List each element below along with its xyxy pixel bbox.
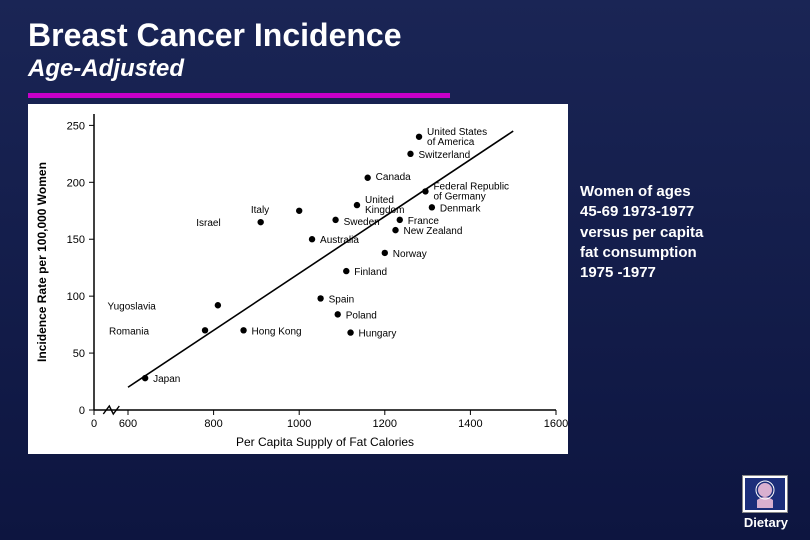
svg-text:250: 250 xyxy=(67,121,85,133)
svg-text:800: 800 xyxy=(204,418,222,430)
svg-text:France: France xyxy=(408,216,440,227)
svg-text:Poland: Poland xyxy=(346,311,377,322)
slide: Breast Cancer Incidence Age-Adjusted 0 50… xyxy=(0,0,810,540)
svg-text:Kingdom: Kingdom xyxy=(365,205,404,216)
footer: Dietary xyxy=(742,475,788,530)
svg-text:0: 0 xyxy=(79,405,85,417)
svg-text:Per Capita Supply of Fat Calor: Per Capita Supply of Fat Calories xyxy=(236,435,414,449)
svg-text:600: 600 xyxy=(119,418,137,430)
svg-text:Hong Kong: Hong Kong xyxy=(252,326,302,337)
svg-text:Italy: Italy xyxy=(251,205,269,216)
footer-label: Dietary xyxy=(742,515,788,530)
svg-text:1000: 1000 xyxy=(287,418,311,430)
content-row: 0 50 100 150 200 250 0 600 800 1000 1200 1400 1600 Pe… xyxy=(28,104,782,454)
svg-text:of Germany: of Germany xyxy=(433,192,485,203)
svg-text:Spain: Spain xyxy=(329,295,355,306)
svg-text:Japan: Japan xyxy=(153,374,180,385)
svg-text:Switzerland: Switzerland xyxy=(418,150,470,161)
svg-text:Norway: Norway xyxy=(393,249,427,260)
slide-subtitle: Age-Adjusted xyxy=(28,55,782,83)
svg-text:New Zealand: New Zealand xyxy=(404,226,463,237)
svg-text:Australia: Australia xyxy=(320,235,359,246)
scatter-chart: 0 50 100 150 200 250 0 600 800 1000 1200 1400 1600 Pe… xyxy=(28,104,568,454)
title-rule xyxy=(28,93,450,98)
svg-text:200: 200 xyxy=(67,177,85,189)
logo-icon xyxy=(742,475,788,513)
svg-text:1200: 1200 xyxy=(373,418,397,430)
svg-text:Finland: Finland xyxy=(354,267,387,278)
svg-text:100: 100 xyxy=(67,291,85,303)
svg-text:Romania: Romania xyxy=(109,326,149,337)
svg-text:50: 50 xyxy=(73,348,85,360)
svg-text:0: 0 xyxy=(91,418,97,430)
svg-text:Canada: Canada xyxy=(376,172,411,183)
slide-title: Breast Cancer Incidence xyxy=(28,18,782,53)
svg-text:150: 150 xyxy=(67,234,85,246)
svg-text:Yugoslavia: Yugoslavia xyxy=(108,301,157,312)
svg-text:1600: 1600 xyxy=(544,418,568,430)
svg-text:1400: 1400 xyxy=(458,418,482,430)
chart-caption: Women of ages 45-69 1973-1977 versus per… xyxy=(580,182,703,283)
svg-text:Israel: Israel xyxy=(196,218,220,229)
svg-text:Hungary: Hungary xyxy=(359,329,397,340)
svg-text:Denmark: Denmark xyxy=(440,204,482,215)
svg-text:Incidence Rate per 100,000 Wom: Incidence Rate per 100,000 Women xyxy=(35,162,49,362)
svg-text:of America: of America xyxy=(427,137,475,148)
svg-text:Sweden: Sweden xyxy=(344,217,380,228)
